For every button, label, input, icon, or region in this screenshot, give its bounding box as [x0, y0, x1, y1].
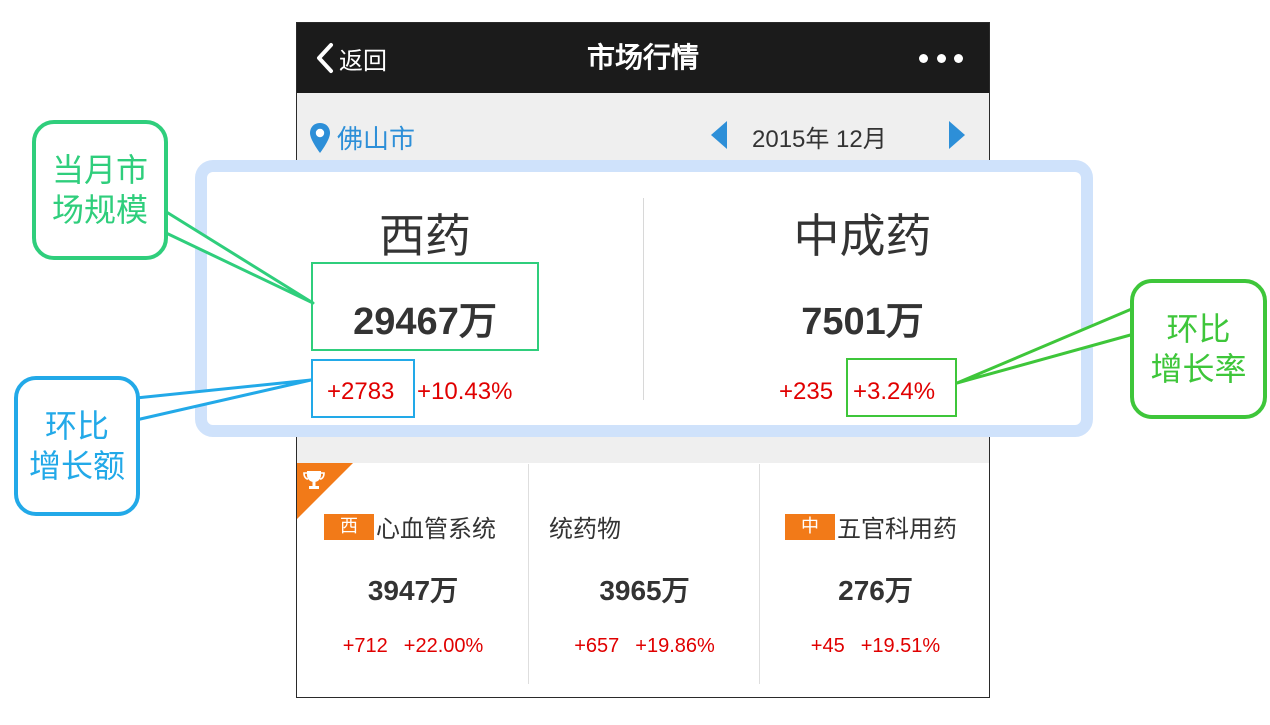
change-amount-callout: 环比 增长额 [14, 376, 140, 516]
category-name: 五官科用药 [837, 515, 957, 543]
western-change-amount: +2783 [327, 378, 395, 405]
prev-month-button[interactable] [709, 119, 729, 155]
chevron-left-icon [317, 43, 333, 73]
callout-line: 环比 [44, 407, 109, 445]
category-change: +657 +19.86% [529, 635, 760, 658]
western-market-size: 29467万 [353, 301, 497, 343]
category-change-rate: +19.86% [635, 635, 715, 657]
change-amount-highlight [311, 359, 415, 418]
page-title: 市场行情 [586, 41, 699, 74]
triangle-right-icon [949, 121, 965, 149]
category-amount: 3965万 [599, 575, 690, 606]
category-change-amount: +712 [342, 635, 388, 657]
category-change-rate: +19.51% [860, 635, 941, 657]
western-badge: 西 [324, 513, 374, 540]
location-pin-icon [310, 122, 330, 153]
category-item[interactable]: 统药物 3965万 +657 +19.86% [529, 487, 760, 683]
top-categories-card: 西 心血管系统 3947万 +712 +22.00% 统药物 3965万 +657… [297, 463, 989, 697]
chinese-change-amount: +235 [779, 378, 834, 405]
current-month: 2015年 12月 [752, 126, 887, 153]
category-name: 统药物 [549, 515, 621, 543]
back-label: 返回 [339, 46, 387, 75]
triangle-left-icon [711, 121, 727, 149]
category-change-amount: +45 [810, 635, 845, 657]
chinese-change-rate: +3.24% [853, 378, 936, 405]
market-size-callout: 当月市 场规模 [32, 120, 168, 260]
location-bar: 佛山市 2015年 12月 [297, 93, 989, 173]
back-button[interactable]: 返回 [315, 38, 387, 78]
chinese-medicine-summary[interactable]: 中成药 7501万 +235 +3.24% [644, 172, 1081, 425]
callout-line: 增长率 [1150, 350, 1247, 388]
market-size-highlight [311, 262, 539, 351]
western-medicine-summary[interactable]: 西药 29467万 +2783 +10.43% [207, 172, 643, 425]
market-summary-panel: 西药 29467万 +2783 +10.43% 中成药 7501万 +235 +… [195, 160, 1093, 437]
chinese-title: 中成药 [793, 209, 932, 263]
callout-line: 当月市 [51, 151, 148, 189]
category-item[interactable]: 中 五官科用药 276万 +45 +19.51% [760, 487, 989, 683]
summary-divider [643, 198, 644, 400]
callout-line: 环比 [1166, 310, 1231, 348]
category-change: +712 +22.00% [297, 635, 529, 658]
category-change-rate: +22.00% [403, 635, 484, 657]
callout-line: 场规模 [51, 191, 148, 229]
western-title: 西药 [379, 209, 471, 263]
trophy-icon [297, 463, 353, 519]
city-selector[interactable]: 佛山市 [309, 119, 415, 156]
category-change: +45 +19.51% [760, 635, 989, 658]
western-change-rate: +10.43% [417, 378, 513, 405]
category-change-amount: +657 [574, 635, 620, 657]
category-name: 心血管系统 [376, 515, 496, 543]
category-amount: 276万 [838, 575, 913, 606]
callout-line: 增长额 [28, 447, 125, 485]
chinese-market-size: 7501万 [801, 301, 924, 343]
chinese-badge: 中 [785, 513, 835, 540]
next-month-button[interactable] [947, 119, 967, 155]
category-divider [759, 464, 760, 684]
category-divider [528, 464, 529, 684]
category-item[interactable]: 西 心血管系统 3947万 +712 +22.00% [297, 487, 529, 683]
city-name: 佛山市 [337, 125, 416, 155]
change-rate-highlight [846, 358, 957, 417]
nav-bar: 返回 市场行情 [297, 23, 989, 93]
more-dots-icon[interactable] [919, 45, 963, 71]
category-amount: 3947万 [367, 575, 459, 606]
change-rate-callout: 环比 增长率 [1130, 279, 1267, 419]
